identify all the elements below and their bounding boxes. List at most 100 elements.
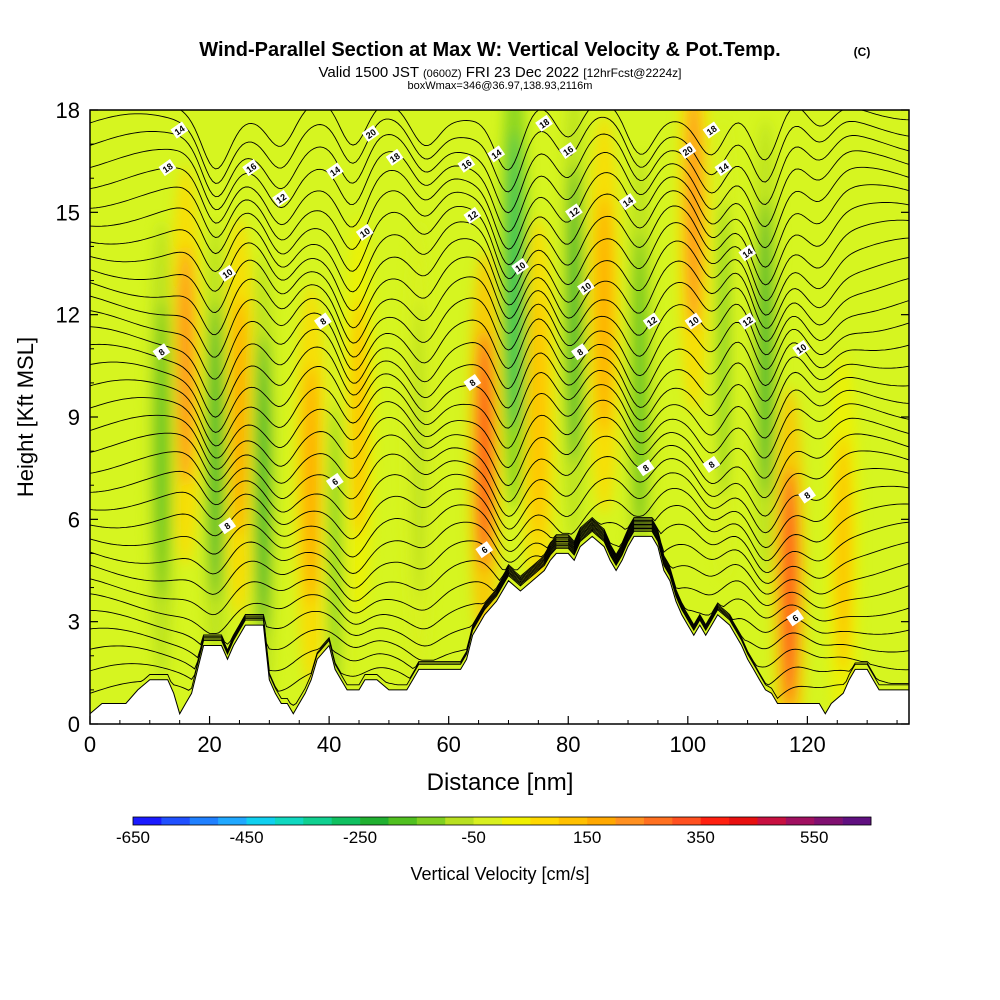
downdraft-core [625,152,654,613]
y-tick-label: 3 [68,610,80,635]
svg-text:18: 18 [388,151,402,165]
isentrope-line [90,310,909,380]
colorbar-swatch [814,817,843,825]
isentrope-line [90,485,909,549]
downdraft-core [709,118,738,579]
contour-label: 10 [577,278,595,296]
copyright-mark: (C) [854,45,871,59]
colorbar-tick-label: -250 [343,828,377,847]
isentrope-line [90,432,909,503]
terrain-mask [90,535,909,724]
isentrope-line [90,256,909,329]
contour-label: 18 [535,114,553,132]
colorbar-tick-label: 150 [573,828,601,847]
y-tick-label: 18 [56,98,80,123]
isentrope-line [90,276,909,344]
colorbar-swatch [672,817,701,825]
isentrope-line [90,523,909,635]
svg-text:16: 16 [244,161,258,175]
isentrope-line [90,326,909,401]
svg-text:12: 12 [567,205,581,219]
colorbar-tick-label: 550 [800,828,828,847]
colorbar-swatch [331,817,361,825]
colorbar-swatch [473,817,503,825]
svg-text:10: 10 [579,280,593,294]
contour-label: 8 [463,373,482,391]
svg-text:14: 14 [490,147,504,161]
colorbar-swatch [189,817,219,825]
isentrope-line [90,527,909,672]
isentrope-line [90,526,909,661]
svg-text:16: 16 [561,144,575,158]
contour-label: 8 [636,459,655,477]
y-tick-label: 12 [56,303,80,328]
x-axis: 0 20 40 60 80 100 120 [84,716,898,757]
svg-text:8: 8 [468,377,478,388]
isentrope-line [90,397,909,469]
colorbar-swatch [530,817,560,825]
y-tick-label: 6 [68,507,80,532]
y-axis-label: Height [Kft MSL] [13,337,38,497]
contour-label: 8 [571,343,589,361]
svg-text:10: 10 [221,267,235,281]
contour-label: 20 [361,124,380,142]
contour-label: 10 [355,223,374,241]
downdraft-core [201,221,230,682]
contour-label: 10 [684,312,703,330]
contour-label: 10 [792,339,810,357]
svg-text:6: 6 [330,476,340,487]
x-tick-label: 40 [317,732,341,757]
colorbar-swatch [729,817,758,825]
isentrope-line [90,518,909,574]
contour-label: 20 [678,142,697,160]
isentrope-line [90,530,909,706]
isentrope-line [90,184,909,268]
svg-text:6: 6 [790,613,800,624]
downdraft-core [147,221,176,682]
svg-text:12: 12 [741,315,755,329]
colorbar-swatch [587,817,616,825]
colorbar [132,816,872,826]
contour-label: 8 [798,486,816,504]
isentrope-line [90,148,909,233]
box-info: boxWmax=346@36.97,138.93,2116m [408,80,593,92]
plot-area: 14 18 16 12 14 20 18 16 14 12 18 16 12 14 20 18 14 14 10 10… [90,110,909,724]
svg-text:20: 20 [364,127,378,141]
contour-label: 14 [325,162,344,180]
updraft-core [295,285,328,686]
isentrope-line [179,110,909,171]
svg-text:14: 14 [717,161,731,175]
colorbar-swatch [161,817,191,825]
contour-labels: 14 18 16 12 14 20 18 16 14 12 18 16 12 14 20 18 14 14 10 10… [152,114,816,627]
colorbar-swatch [133,817,162,825]
contour-label: 14 [714,159,733,177]
svg-text:14: 14 [173,123,187,137]
x-tick-label: 60 [436,732,460,757]
isentrope-line [90,219,909,302]
contour-label: 12 [642,312,661,330]
svg-text:18: 18 [537,117,551,131]
x-tick-label: 120 [789,732,826,757]
updraft-core [677,110,710,413]
svg-text:12: 12 [274,192,288,206]
colorbar-swatch [360,817,389,825]
contour-label: 14 [618,193,637,211]
downdraft-core [404,221,433,682]
colorbar-frame [132,816,872,826]
downdraft-core [751,118,780,579]
isentrope-line [90,525,909,647]
contour-label: 12 [463,206,482,224]
isentrope-line [90,521,909,602]
y-tick-label: 15 [56,200,80,225]
isentrope-line [90,468,909,534]
colorbar-swatch [218,817,247,825]
contour-label: 12 [272,189,290,207]
isentrope-line [90,414,909,487]
contour-label: 6 [475,541,494,559]
svg-text:14: 14 [621,195,635,209]
svg-text:8: 8 [318,316,328,327]
isentrope-line [90,361,909,433]
svg-text:16: 16 [460,158,474,172]
contour-label: 8 [218,517,237,535]
